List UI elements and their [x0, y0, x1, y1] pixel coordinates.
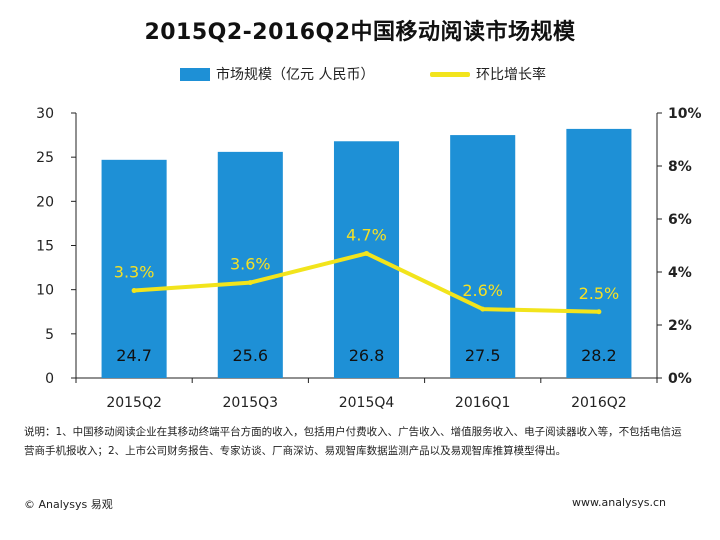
- bar-value-label: 28.2: [581, 346, 617, 365]
- y-tick-label-right: 10%: [668, 106, 702, 122]
- growth-rate-point: [247, 280, 253, 286]
- bar: [217, 151, 283, 378]
- growth-rate-point: [480, 306, 486, 312]
- bar-value-label: 27.5: [465, 346, 501, 365]
- y-tick-label-left: 20: [36, 194, 54, 210]
- x-tick-label: 2016Q1: [455, 395, 511, 411]
- y-tick-label-left: 15: [36, 239, 54, 255]
- y-tick-label-left: 30: [36, 106, 54, 122]
- bar-value-label: 25.6: [232, 346, 268, 365]
- growth-rate-point: [596, 309, 602, 315]
- y-tick-label-right: 0%: [668, 371, 692, 387]
- growth-rate-label: 2.5%: [579, 284, 620, 303]
- legend-item-market-size: 市场规模（亿元 人民币）: [180, 64, 374, 84]
- y-tick-label-right: 8%: [668, 159, 692, 175]
- y-tick-label-left: 25: [36, 150, 54, 166]
- growth-rate-label: 3.3%: [114, 263, 155, 282]
- legend-label-market-size: 市场规模（亿元 人民币）: [216, 67, 375, 83]
- growth-rate-label: 3.6%: [230, 255, 271, 274]
- x-tick-label: 2016Q2: [571, 395, 627, 411]
- chart-title: 2015Q2-2016Q2中国移动阅读市场规模: [144, 20, 576, 45]
- growth-rate-label: 4.7%: [346, 225, 387, 244]
- footer-website: www.analysys.cn: [572, 496, 666, 509]
- growth-rate-label: 2.6%: [462, 281, 503, 300]
- footer-copyright: © Analysys 易观: [24, 498, 113, 511]
- y-tick-label-left: 0: [45, 371, 54, 387]
- growth-rate-point: [364, 250, 369, 256]
- growth-rate-point: [131, 288, 137, 294]
- bar: [101, 159, 167, 378]
- y-tick-label-left: 10: [36, 283, 54, 299]
- chart-note: 说明：1、中国移动阅读企业在其移动终端平台方面的收入，包括用户付费收入、广告收入…: [24, 426, 682, 457]
- legend-swatch-bar: [180, 67, 210, 81]
- bar: [450, 135, 516, 378]
- y-tick-label-right: 2%: [668, 318, 692, 334]
- bar: [566, 128, 632, 378]
- x-tick-label: 2015Q4: [339, 395, 395, 411]
- bar-value-label: 24.7: [116, 346, 152, 365]
- legend-item-growth-rate: 环比增长率: [430, 64, 546, 84]
- x-tick-label: 2015Q2: [106, 395, 162, 411]
- y-tick-label-left: 5: [45, 327, 54, 343]
- legend-swatch-line: [430, 71, 470, 77]
- x-tick-label: 2015Q3: [223, 395, 279, 411]
- legend-label-growth-rate: 环比增长率: [476, 67, 546, 83]
- y-tick-label-right: 6%: [668, 212, 692, 228]
- chart-legend: 市场规模（亿元 人民币） 环比增长率: [0, 64, 720, 86]
- bar-value-label: 26.8: [349, 346, 385, 365]
- y-tick-label-right: 4%: [668, 265, 692, 281]
